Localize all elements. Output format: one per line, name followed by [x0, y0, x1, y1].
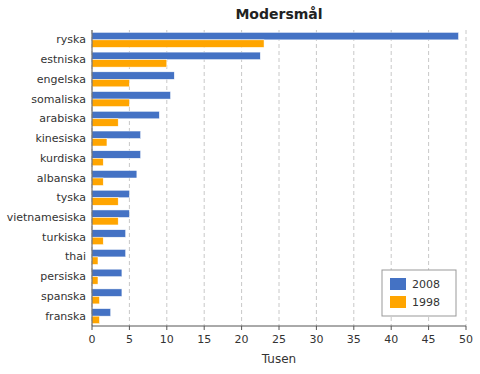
bar: [92, 269, 122, 276]
tick-label: 50: [459, 333, 473, 346]
bar: [92, 296, 99, 303]
tick-mark: [241, 326, 242, 330]
tick-mark: [279, 326, 280, 330]
tick-mark: [353, 326, 354, 330]
bar: [92, 72, 174, 79]
chart-container: 0 5 10 15 20 25 30 35 40 45 50 ryska estniska engelsk…: [0, 0, 480, 374]
bar: [92, 92, 171, 99]
tick-label: 40: [384, 333, 398, 346]
bar: [92, 178, 103, 185]
grid-line: [241, 30, 242, 326]
bar: [92, 139, 107, 146]
tick-mark: [466, 326, 467, 330]
legend-label: 1998: [412, 296, 440, 309]
tick-label: 0: [89, 333, 96, 346]
y-axis-line: [92, 30, 93, 326]
bar: [92, 111, 159, 118]
bar: [92, 171, 137, 178]
tick-label: 30: [309, 333, 323, 346]
tick-mark: [129, 326, 130, 330]
grid-line: [279, 30, 280, 326]
bar: [92, 52, 260, 59]
category-label: arabiska: [39, 112, 86, 125]
x-ticks: 0 5 10 15 20 25 30 35 40 45 50: [89, 326, 474, 346]
category-label: engelska: [37, 73, 86, 86]
legend-label: 2008: [412, 278, 440, 291]
grid-line: [92, 30, 93, 326]
bar: [92, 316, 99, 323]
legend-swatch: [390, 278, 406, 290]
page: {"chart_data": {"type": "bar", "orientat…: [0, 0, 480, 374]
bar: [92, 309, 111, 316]
bar: [92, 217, 118, 224]
category-label: thai: [65, 250, 86, 263]
bar: [92, 277, 98, 284]
bar: [92, 99, 129, 106]
category-label: estniska: [41, 53, 87, 66]
category-label: kurdiska: [40, 152, 86, 165]
tick-label: 45: [422, 333, 436, 346]
tick-label: 5: [126, 333, 133, 346]
chart-svg: 0 5 10 15 20 25 30 35 40 45 50 ryska estniska engelsk…: [0, 0, 480, 374]
category-label: tyska: [57, 191, 86, 204]
tick-mark: [428, 326, 429, 330]
grid-line: [353, 30, 354, 326]
category-label: somaliska: [31, 93, 86, 106]
bars: [92, 32, 459, 323]
bar: [92, 158, 103, 165]
tick-label: 20: [235, 333, 249, 346]
category-label: kinesiska: [35, 132, 86, 145]
bar: [92, 131, 141, 138]
legend-frame: [382, 270, 456, 316]
tick-label: 35: [347, 333, 361, 346]
y-ticks: ryska estniska engelska somaliska arabiska ki…: [7, 33, 86, 322]
tick-label: 25: [272, 333, 286, 346]
bar: [92, 230, 126, 237]
category-label: vietnamesiska: [7, 211, 86, 224]
bar: [92, 257, 98, 264]
legend-swatch: [390, 296, 406, 308]
tick-label: 15: [197, 333, 211, 346]
bar: [92, 151, 141, 158]
tick-mark: [204, 326, 205, 330]
bar: [92, 249, 126, 256]
category-label: turkiska: [42, 231, 86, 244]
title: Modersmål: [235, 6, 322, 22]
bar: [92, 190, 129, 197]
category-label: ryska: [56, 33, 86, 46]
bar: [92, 60, 167, 67]
bar: [92, 289, 122, 296]
category-label: albanska: [37, 172, 86, 185]
bar: [92, 40, 264, 47]
category-label: persiska: [40, 270, 86, 283]
legend: 2008 1998: [382, 270, 456, 316]
category-label: spanska: [41, 290, 86, 303]
bar: [92, 237, 103, 244]
tick-mark: [316, 326, 317, 330]
tick-mark: [391, 326, 392, 330]
grid-line: [316, 30, 317, 326]
bar: [92, 32, 459, 39]
tick-label: 10: [160, 333, 174, 346]
bar: [92, 79, 129, 86]
bar: [92, 119, 118, 126]
category-label: franska: [45, 310, 86, 323]
bar: [92, 210, 129, 217]
grid: [92, 30, 466, 326]
grid-line: [466, 30, 467, 326]
x-axis-label: Tusen: [261, 352, 296, 366]
tick-mark: [166, 326, 167, 330]
tick-mark: [92, 326, 93, 330]
grid-line: [204, 30, 205, 326]
x-axis-line: [92, 326, 466, 327]
bar: [92, 198, 118, 205]
